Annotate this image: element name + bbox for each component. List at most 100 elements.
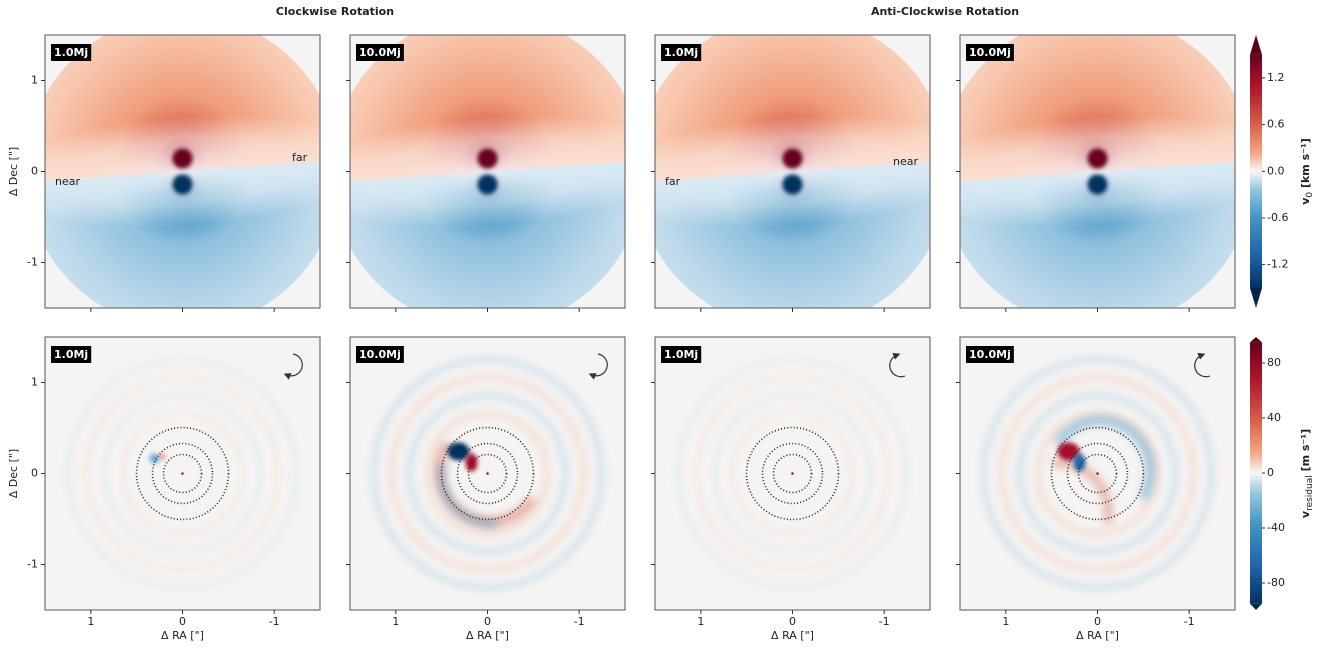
x-tick-label: 1 xyxy=(1002,615,1009,628)
annotation: far xyxy=(292,151,308,164)
blueshift-half xyxy=(655,156,930,308)
x-axis-label: Δ RA ["] xyxy=(161,629,204,642)
disk-rot xyxy=(655,35,930,308)
panel-image xyxy=(960,337,1235,610)
disk xyxy=(350,35,625,308)
y-tick-label: -1 xyxy=(27,256,38,269)
colorbar-label: v0 [km s⁻¹] xyxy=(1299,138,1315,205)
wake xyxy=(1051,458,1114,525)
blob xyxy=(447,442,470,461)
y-axis-label: Δ Dec ["] xyxy=(7,147,20,196)
colorbar-label: vresidual [m s⁻¹] xyxy=(1299,429,1315,518)
panel-label: 1.0Mj xyxy=(54,46,88,59)
column-title: Clockwise Rotation xyxy=(276,5,394,18)
gap-ring xyxy=(745,426,840,521)
y-tick-label: 1 xyxy=(31,74,38,87)
colorbar-tick-label: 80 xyxy=(1267,356,1281,369)
gap-ring xyxy=(772,453,813,494)
ripple xyxy=(406,392,569,555)
ripple xyxy=(1016,392,1179,555)
colorbar-extend-bottom xyxy=(1250,603,1262,610)
ripple xyxy=(101,392,264,555)
ripple xyxy=(711,392,874,555)
panel-label: 10.0Mj xyxy=(969,348,1011,361)
blueshift-half xyxy=(350,156,625,308)
ripple xyxy=(424,410,551,537)
colorbar-extend-top xyxy=(1250,35,1262,55)
rotation-arrow xyxy=(588,353,608,380)
blob xyxy=(1073,453,1086,472)
disk-rot xyxy=(960,35,1235,308)
y-tick-label: 1 xyxy=(31,376,38,389)
ripple xyxy=(998,374,1197,573)
panel-label: 1.0Mj xyxy=(664,348,698,361)
column-title: Anti-Clockwise Rotation xyxy=(871,5,1019,18)
colorbar-tick-label: 1.2 xyxy=(1267,71,1285,84)
ripple xyxy=(388,374,587,573)
disk-rot xyxy=(45,35,320,308)
core-red xyxy=(477,148,498,169)
y-axis-label: Δ Dec ["] xyxy=(7,449,20,498)
panel-label: 10.0Mj xyxy=(359,46,401,59)
gap-ring xyxy=(440,426,535,521)
colorbar-tick-label: -80 xyxy=(1267,576,1285,589)
y-tick-label: 0 xyxy=(31,165,38,178)
y-tick-label: 0 xyxy=(31,467,38,480)
disk-rot xyxy=(350,35,625,308)
x-tick-label: 0 xyxy=(789,615,796,628)
label-unit: [m s⁻¹] xyxy=(1299,429,1312,475)
ripple xyxy=(693,374,892,573)
core-red xyxy=(782,148,803,169)
colorbar xyxy=(1250,54,1262,288)
annotation: near xyxy=(893,155,918,168)
colorbar-tick-label: -0.6 xyxy=(1267,211,1288,224)
core-blue xyxy=(477,174,498,195)
x-tick-label: 1 xyxy=(697,615,704,628)
gap-ring xyxy=(151,442,214,505)
core-red xyxy=(172,148,193,169)
panel-image xyxy=(655,337,930,610)
colorbar-tick-label: 0.0 xyxy=(1267,164,1285,177)
gap-ring xyxy=(1077,453,1118,494)
blob xyxy=(159,453,166,460)
panel-image: near far xyxy=(45,35,320,308)
colorbar-extend-bottom xyxy=(1250,288,1262,308)
panel-image xyxy=(350,35,625,308)
disk xyxy=(45,35,320,308)
gap-ring xyxy=(1050,426,1145,521)
rotation-arrow xyxy=(889,352,906,378)
gap-ring xyxy=(467,453,508,494)
annotation: far xyxy=(665,175,681,188)
panel-label: 10.0Mj xyxy=(359,348,401,361)
gap-ring xyxy=(456,442,519,505)
gap-ring xyxy=(1066,442,1129,505)
label-unit: [km s⁻¹] xyxy=(1299,138,1312,192)
star xyxy=(1096,472,1099,475)
core-blue xyxy=(782,174,803,195)
panel-label-box xyxy=(356,44,404,61)
panel-label: 1.0Mj xyxy=(664,46,698,59)
colorbar xyxy=(1250,342,1262,604)
blueshift-half xyxy=(45,156,320,308)
zero-band xyxy=(350,114,625,229)
ripple xyxy=(83,374,282,573)
panel-label: 1.0Mj xyxy=(54,348,88,361)
panel-label-box xyxy=(966,346,1014,363)
star xyxy=(791,472,794,475)
label-sub: 0 xyxy=(1305,192,1315,198)
x-axis-label: Δ RA ["] xyxy=(1076,629,1119,642)
zero-band xyxy=(45,114,320,229)
rotation-arrow xyxy=(1194,352,1211,378)
panel-label: 10.0Mj xyxy=(969,46,1011,59)
colorbar-tick-label: -40 xyxy=(1267,521,1285,534)
panel-label-box xyxy=(661,346,702,363)
blueshift-half xyxy=(960,156,1235,308)
x-tick-label: -1 xyxy=(879,615,890,628)
star xyxy=(486,472,489,475)
panel-image: far near xyxy=(655,35,930,308)
ripple xyxy=(370,356,605,591)
star xyxy=(181,472,184,475)
annotation: near xyxy=(55,175,80,188)
ripple xyxy=(1034,410,1161,537)
